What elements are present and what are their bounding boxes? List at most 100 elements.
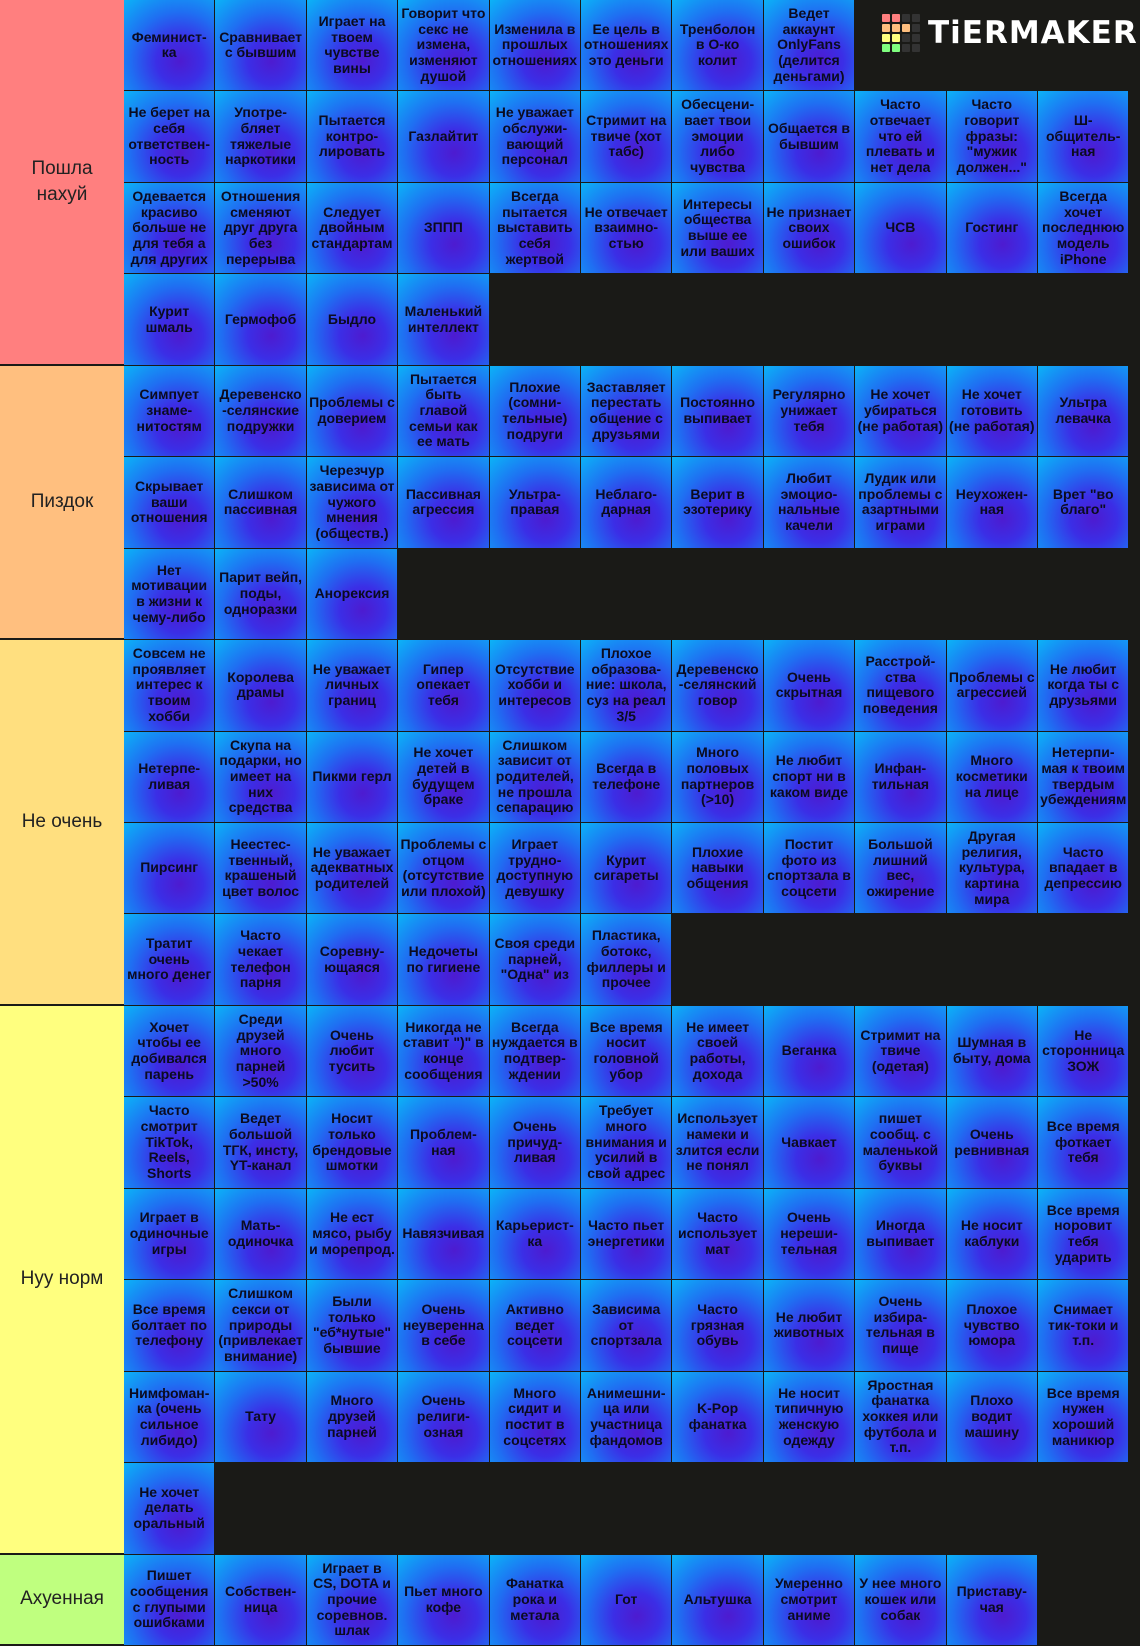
- tier-item: Приставу-чая: [946, 1554, 1038, 1646]
- tier-item: Никогда не ставит ")" в конце сообщения: [398, 1005, 490, 1098]
- tier-item: Часто отвечает что ей плевать и нет дела: [855, 91, 947, 183]
- tier-item: Не уважает адекватных родителей: [306, 823, 399, 915]
- tier-item: Анорексия: [306, 548, 399, 641]
- tier-item: Газлайтит: [398, 91, 490, 183]
- tier-item: Курит шмаль: [124, 274, 216, 366]
- tier-item: Курит сигареты: [581, 823, 673, 915]
- tier-item: Проблем-ная: [398, 1097, 490, 1189]
- tier-item: Зависима от спортзала: [581, 1280, 673, 1372]
- tier-item: Яростная фанатка хоккея или футбола и т.…: [855, 1371, 947, 1464]
- tier-item: Не имеет своей работы, дохода: [672, 1005, 764, 1098]
- tier-item: Ведет большой ТГК, инсту, YT-канал: [215, 1097, 307, 1189]
- tier-item: Активно ведет соцсети: [489, 1280, 581, 1372]
- tier-item: Стримит на твиче (одетая): [855, 1005, 947, 1098]
- tier-item: Пассивная агрессия: [398, 457, 490, 549]
- tier-item: Ведет аккаунт OnlyFans (делится деньгами…: [763, 0, 856, 92]
- tier-item: Слишком секси от природы (привлекает вни…: [215, 1280, 307, 1372]
- tier-item: Королева драмы: [215, 640, 307, 732]
- tier-item: Ультра левачка: [1038, 365, 1130, 458]
- tier-label: Нуу норм: [0, 1005, 124, 1555]
- tier-item: Всегда в телефоне: [581, 731, 673, 823]
- tier-item: Интересы общества выше ее или ваших: [672, 182, 764, 275]
- tier-item: Деревенско-селянский говор: [672, 640, 764, 732]
- tier-item: Не хочет делать оральный: [124, 1463, 216, 1555]
- tier-item: Хочет чтобы ее добивался парень: [124, 1005, 216, 1098]
- tier-item: Альтушка: [672, 1554, 764, 1646]
- tier-item: Не уважает обслужи-вающий персонал: [489, 91, 581, 183]
- tier-item: пишет сообщ. с маленькой буквы: [855, 1097, 947, 1189]
- tier-item: Совсем не проявляет интерес к твоим хобб…: [124, 640, 216, 732]
- tier-item: Изменила в прошлых отношениях: [489, 0, 581, 92]
- tier-item: Отношения сменяют друг друга без перерыв…: [215, 182, 307, 275]
- tier-item: Деревенско-селянские подружки: [215, 365, 307, 458]
- tier-item: Анимешни-ца или участница фандомов: [581, 1371, 673, 1464]
- tier-item: Гостинг: [946, 182, 1038, 275]
- tier-item: Не отвечает взаимно-стью: [581, 182, 673, 275]
- tier-item: Чавкает: [763, 1097, 856, 1189]
- tier-item: Всегда нуждается в подтвер-ждении: [489, 1005, 581, 1098]
- tier-item: Парит вейп, поды, одноразки: [215, 548, 307, 641]
- tier-item: Регулярно унижает тебя: [763, 365, 856, 458]
- tier-item: Употре-бляет тяжелые наркотики: [215, 91, 307, 183]
- tier-item: Нимфоман-ка (очень сильное либидо): [124, 1371, 216, 1464]
- tier-item: Проблемы с отцом (отсутствие или плохой): [398, 823, 490, 915]
- tier-item: Недочеты по гигиене: [398, 914, 490, 1006]
- tier-item: Не сторонница ЗОЖ: [1038, 1005, 1130, 1098]
- tier-item: Очень скрытная: [763, 640, 856, 732]
- tier-item: Играет трудно-доступную девушку: [489, 823, 581, 915]
- tier-item: Пишет сообщения с глупыми ошибками: [124, 1554, 216, 1646]
- tier-item: Инфан-тильная: [855, 731, 947, 823]
- logo-icon: [882, 14, 920, 52]
- tier-item: Пирсинг: [124, 823, 216, 915]
- tier-item: Скрывает ваши отношения: [124, 457, 216, 549]
- tier-item: Слишком зависит от родителей, не прошла …: [489, 731, 581, 823]
- tier-item: Не носит каблуки: [946, 1188, 1038, 1281]
- tier-item: Собствен-ница: [215, 1554, 307, 1646]
- tier-item: Своя среди парней, "Одна" из: [489, 914, 581, 1006]
- tier-item: Симпует знаме-нитостям: [124, 365, 216, 458]
- tier-item: Не признает своих ошибок: [763, 182, 856, 275]
- tier-item: Играет в одиночные игры: [124, 1188, 216, 1281]
- tier-item: Следует двойным стандартам: [306, 182, 399, 275]
- tier-item: Верит в эзотерику: [672, 457, 764, 549]
- tier-item: Соревну-ющаяся: [306, 914, 399, 1006]
- tier-item: Пытается быть главой семьи как ее мать: [398, 365, 490, 458]
- tier-item: Гот: [581, 1554, 673, 1646]
- tier-item: Черезчур зависима от чужого мнения (обще…: [306, 457, 399, 549]
- tier-item: Фанатка рока и метала: [489, 1554, 581, 1646]
- tier-item: Нет мотивации в жизни к чему-либо: [124, 548, 216, 641]
- tier-item: Врет "во благо": [1038, 457, 1130, 549]
- tier-item: Маленький интеллект: [398, 274, 490, 366]
- tier-item: Были только "еб*нутые" бывшие: [306, 1280, 399, 1372]
- tier-item: Лудик или проблемы с азартными играми: [855, 457, 947, 549]
- tier-item: Не любит когда ты с друзьями: [1038, 640, 1130, 732]
- tier-item: Очень любит тусить: [306, 1005, 399, 1098]
- tier-item: Нетерпи-мая к твоим твердым убеждениям: [1038, 731, 1130, 823]
- tier-item: Играет в CS, DOTA и прочие соревнов. шла…: [306, 1554, 399, 1646]
- tier-item: Все время нужен хороший маникюр: [1038, 1371, 1130, 1464]
- tier-item: Носит только брендовые шмотки: [306, 1097, 399, 1189]
- tier-item: K-Pop фанатка: [672, 1371, 764, 1464]
- tier-item: Не берет на себя ответствен-ность: [124, 91, 216, 183]
- tier-item: Стримит на твиче (хот табс): [581, 91, 673, 183]
- tier-item: Ш-общитель-ная: [1038, 91, 1130, 183]
- tier-item: Общается в бывшим: [763, 91, 856, 183]
- tier-item: Не любит спорт ни в каком виде: [763, 731, 856, 823]
- tier-item: Требует много внимания и усилий в свой а…: [581, 1097, 673, 1189]
- tier-item: ЧСВ: [855, 182, 947, 275]
- tier-item: Все время носит головной убор: [581, 1005, 673, 1098]
- tier-item: Не уважает личных границ: [306, 640, 399, 732]
- tier-item: Пикми герл: [306, 731, 399, 823]
- tier-item: Большой лишний вес, ожирение: [855, 823, 947, 915]
- tier-item: Слишком пассивная: [215, 457, 307, 549]
- logo: TiERMAKER: [882, 14, 1138, 52]
- tier-item: Не любит животных: [763, 1280, 856, 1372]
- logo-text: TiERMAKER: [928, 15, 1138, 51]
- tier-label: Ахуенная: [0, 1554, 124, 1646]
- tier-item: Любит эмоцио-нальные качели: [763, 457, 856, 549]
- tier-item: Плохое образова-ние: школа, суз на реал …: [581, 640, 673, 732]
- tier-item: Часто пьет энергетики: [581, 1188, 673, 1281]
- tier-item: Играет на твоем чувстве вины: [306, 0, 399, 92]
- tier-item: Навязчивая: [398, 1188, 490, 1281]
